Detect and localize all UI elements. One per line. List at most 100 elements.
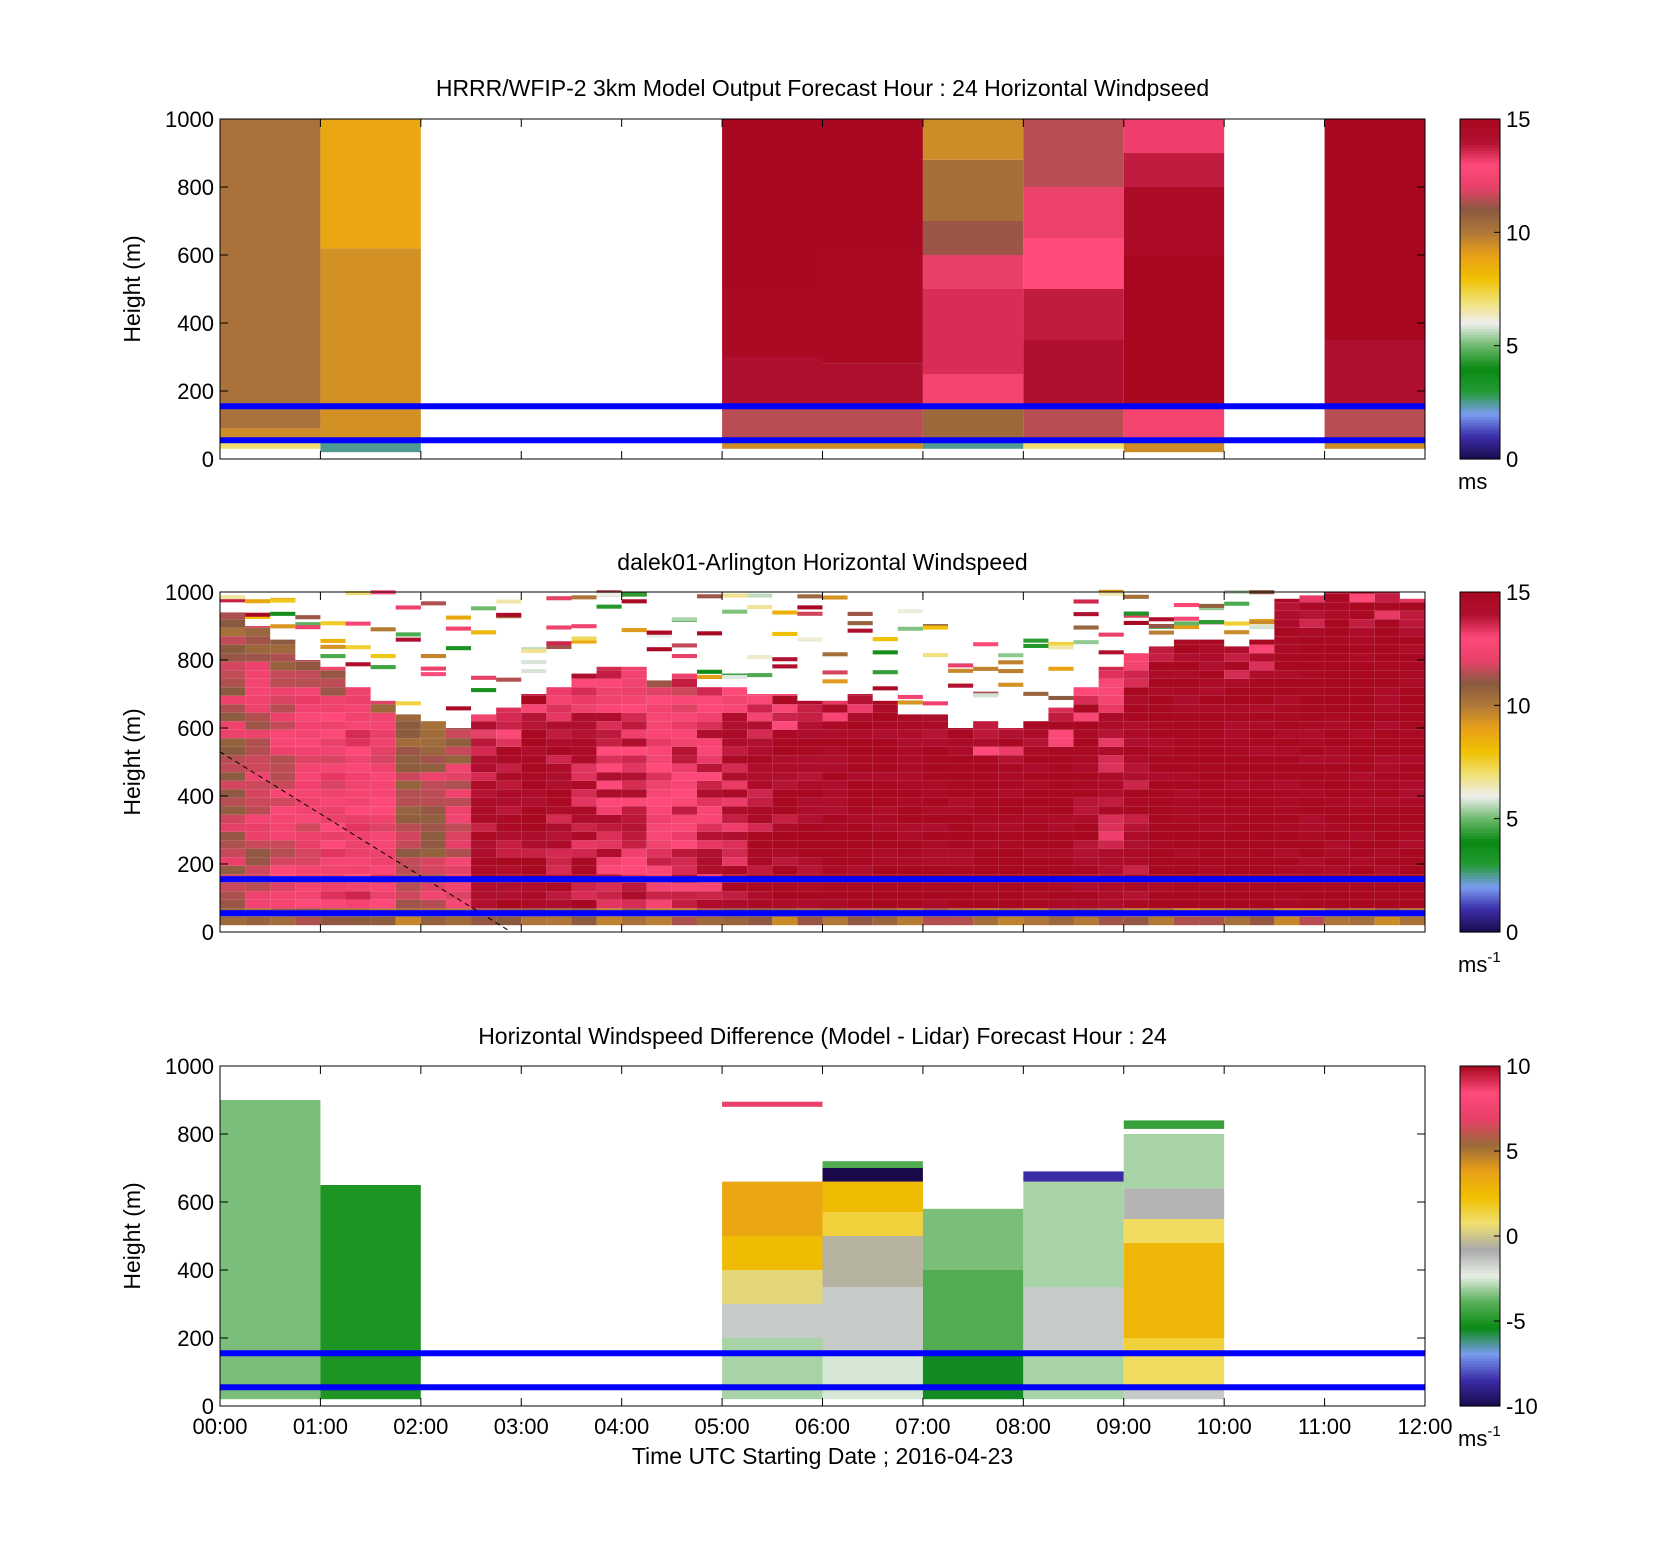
heatmap-cell: [471, 797, 497, 807]
heatmap-cell: [420, 772, 446, 781]
heatmap-cell: [1023, 772, 1049, 781]
colorbar-segment: [1460, 1102, 1500, 1107]
heatmap-cell: [270, 806, 296, 815]
heatmap-cell: [1349, 592, 1375, 594]
heatmap-cell: [1224, 712, 1250, 722]
heatmap-cell: [722, 840, 748, 849]
heatmap-cell: [1299, 848, 1325, 858]
heatmap-cell: [1399, 721, 1425, 730]
colorbar-unit: ms-1: [1458, 949, 1501, 977]
heatmap-cell: [220, 806, 246, 815]
heatmap-cell: [245, 670, 271, 679]
heatmap-cell: [521, 840, 547, 849]
colorbar-segment: [1460, 869, 1500, 874]
heatmap-cell: [747, 789, 773, 798]
heatmap-cell: [345, 840, 371, 849]
heatmap-cell: [1023, 119, 1124, 187]
heatmap-cell: [245, 840, 271, 849]
heatmap-cell: [496, 840, 522, 849]
heatmap-cell: [496, 865, 522, 875]
heatmap-cell: [998, 763, 1024, 773]
colorbar-segment: [1460, 260, 1500, 265]
heatmap-cell: [1299, 916, 1325, 926]
heatmap-cell: [621, 780, 647, 790]
heatmap-cell: [1224, 746, 1250, 756]
heatmap-cell: [1123, 678, 1149, 688]
y-tick-label: 800: [177, 175, 214, 200]
heatmap-cell: [797, 712, 823, 722]
heatmap-cell: [571, 755, 597, 764]
heatmap-cell: [546, 755, 572, 764]
colorbar-segment: [1460, 858, 1500, 862]
colorbar-segment: [1460, 379, 1500, 384]
colorbar-segment: [1460, 1292, 1500, 1297]
heatmap-cell: [1148, 678, 1174, 688]
heatmap-cell: [1048, 848, 1074, 858]
heatmap-cell: [571, 695, 597, 705]
heatmap-cell: [948, 763, 974, 773]
heatmap-cell: [872, 650, 898, 655]
heatmap-cell: [772, 916, 798, 926]
heatmap-cell: [571, 639, 597, 644]
heatmap-cell: [1048, 797, 1074, 807]
heatmap-cell: [1173, 653, 1200, 662]
colorbar-segment: [1460, 730, 1500, 735]
colorbar-segment: [1460, 1105, 1500, 1110]
heatmap-cell: [822, 848, 848, 858]
heatmap-cell: [897, 755, 923, 764]
heatmap-cell: [1374, 653, 1400, 662]
colorbar-segment: [1460, 643, 1500, 647]
heatmap-cell: [822, 721, 848, 730]
heatmap-cell: [847, 721, 873, 730]
heatmap-cell: [420, 865, 446, 875]
heatmap-cell: [847, 738, 873, 747]
y-tick-label: 0: [202, 447, 214, 472]
colorbar-segment: [1460, 648, 1500, 653]
heatmap-cell: [295, 916, 321, 926]
heatmap-cell: [1023, 442, 1124, 449]
heatmap-cell: [1349, 661, 1375, 671]
heatmap-cell: [1048, 823, 1074, 832]
heatmap-cell: [521, 694, 547, 696]
heatmap-cell: [1123, 865, 1149, 875]
colorbar-segment: [1460, 371, 1500, 375]
heatmap-cell: [471, 831, 497, 841]
heatmap-cell: [922, 848, 949, 858]
heatmap-cell: [1249, 678, 1275, 688]
heatmap-cell: [1023, 763, 1049, 773]
heatmap-cell: [1023, 746, 1049, 756]
heatmap-cell: [722, 704, 748, 713]
heatmap-cell: [345, 780, 371, 790]
heatmap-cell: [1324, 340, 1425, 408]
heatmap-cell: [621, 592, 647, 597]
heatmap-cell: [747, 865, 773, 875]
heatmap-cell: [722, 831, 748, 841]
heatmap-cell: [596, 755, 622, 764]
heatmap-cell: [621, 848, 647, 858]
heatmap-cell: [1173, 848, 1200, 858]
heatmap-cell: [571, 857, 597, 866]
heatmap-cell: [1123, 763, 1149, 773]
heatmap-cell: [1023, 857, 1049, 866]
heatmap-cell: [1324, 721, 1350, 730]
heatmap-cell: [1098, 823, 1124, 832]
colorbar-segment: [1460, 1281, 1500, 1285]
heatmap-cell: [345, 891, 371, 900]
heatmap-cell: [822, 806, 848, 815]
heatmap-cell: [948, 857, 974, 866]
heatmap-cell: [1249, 755, 1275, 764]
heatmap-cell: [395, 701, 421, 706]
heatmap-cell: [420, 797, 446, 807]
heatmap-cell: [847, 704, 873, 713]
heatmap-cell: [220, 780, 246, 790]
heatmap-cell: [822, 700, 848, 705]
heatmap-cell: [596, 729, 622, 739]
colorbar-segment: [1460, 1114, 1500, 1118]
colorbar-segment: [1460, 1247, 1500, 1251]
heatmap-cell: [1224, 729, 1250, 739]
heatmap-cell: [370, 899, 396, 909]
heatmap-cell: [320, 891, 346, 900]
colorbar-segment: [1460, 728, 1500, 732]
heatmap-cell: [797, 738, 823, 747]
heatmap-cell: [872, 670, 898, 675]
